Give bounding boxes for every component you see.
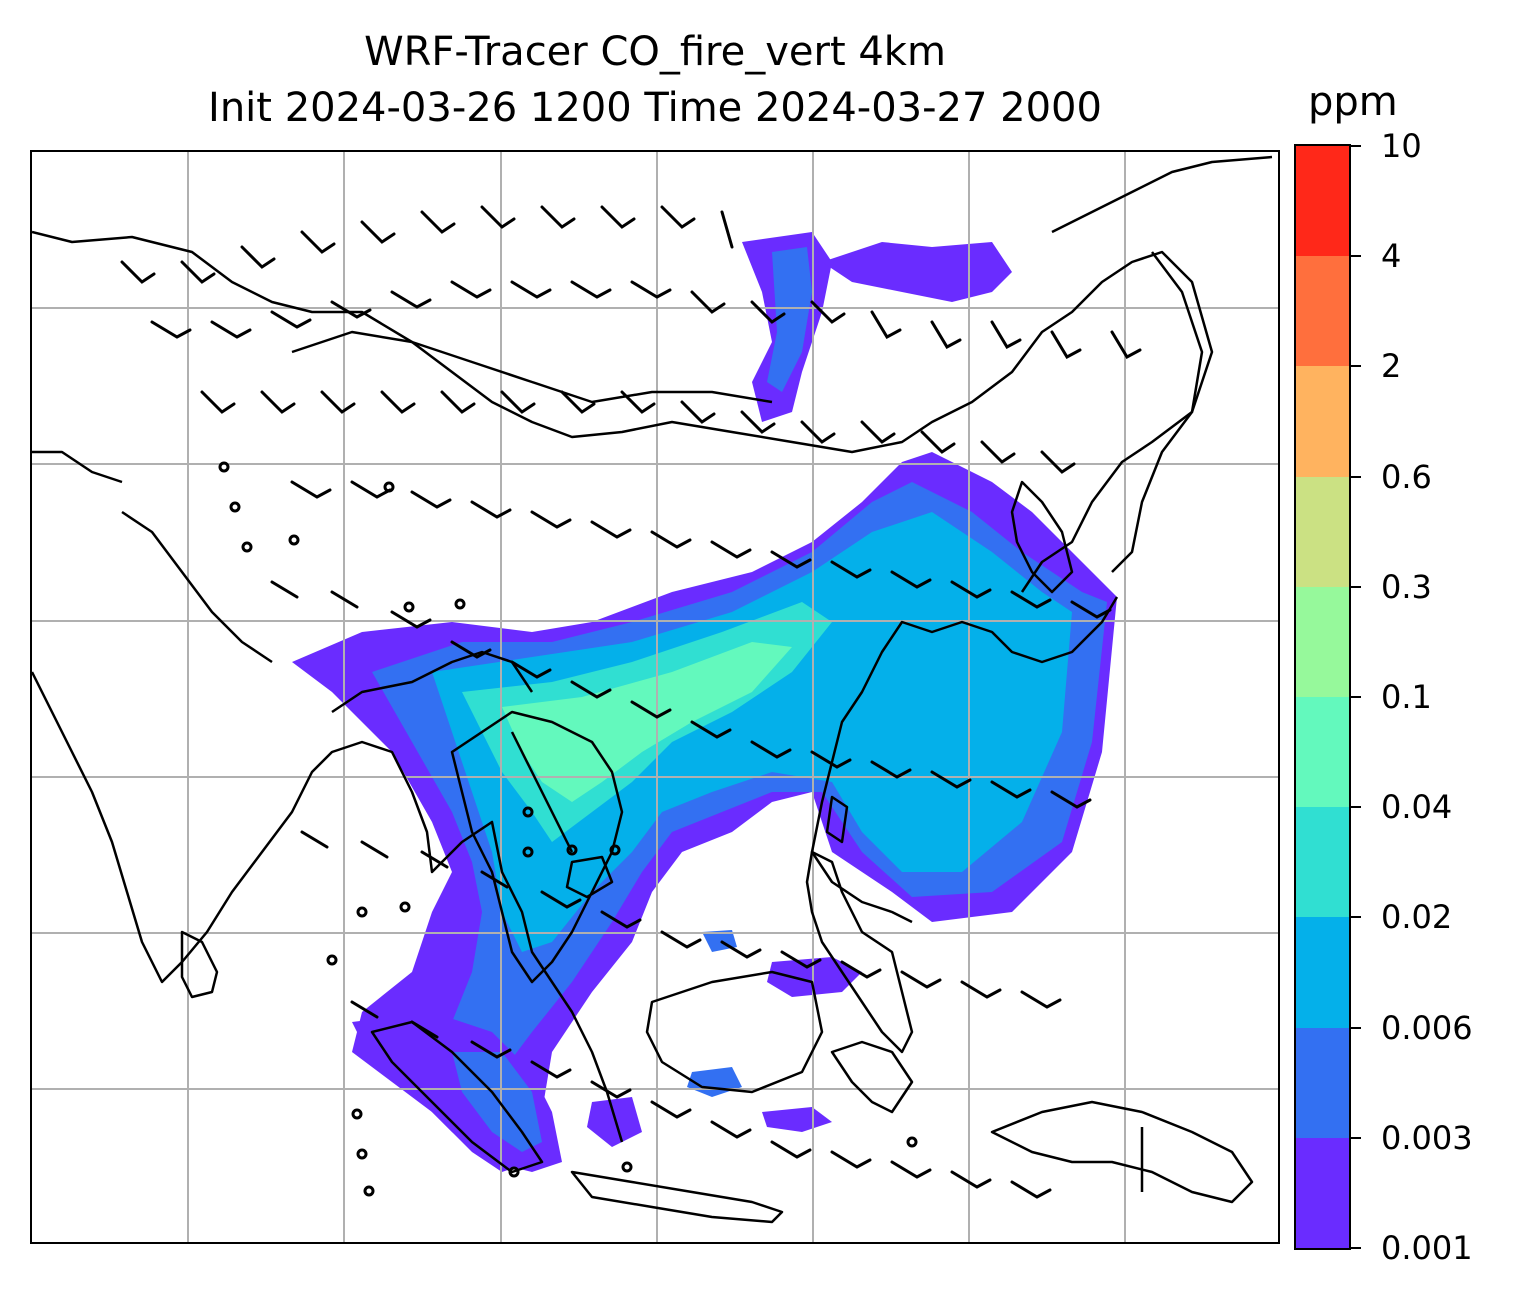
colorbar-tick-mark (1351, 1136, 1361, 1139)
colorbar (1294, 144, 1351, 1250)
plume-north-mid (767, 247, 812, 392)
colorbar-tick-mark (1351, 806, 1361, 809)
philippines (805, 850, 914, 1054)
map-title-line1: WRF-Tracer CO_fire_vert 4km (364, 29, 946, 75)
colorbar-segment (1296, 366, 1349, 477)
plume-ne-low (822, 242, 1012, 302)
colorbar-tick-mark (1351, 1026, 1361, 1029)
colorbar-segment (1296, 256, 1349, 367)
sri-lanka (180, 930, 219, 999)
colorbar-tick-mark (1351, 145, 1361, 147)
colorbar-tick-label: 0.04 (1381, 788, 1453, 827)
colorbar-tick-mark (1351, 475, 1361, 478)
colorbar-tick-label: 0.1 (1381, 678, 1432, 716)
sulawesi (830, 1040, 914, 1114)
colorbar-unit-label: ppm (1308, 79, 1398, 125)
mongolia-border (291, 330, 773, 404)
map-panel (30, 150, 1280, 1244)
wind-barbs (120, 205, 1142, 1199)
colorbar-tick-label: 0.02 (1381, 898, 1453, 937)
korea (1010, 480, 1074, 594)
colorbar-tick-label: 0.006 (1381, 1008, 1473, 1047)
sumatra (370, 1020, 544, 1174)
colorbar-ticks: 0.001 0.003 0.006 0.02 0.04 0.1 0.3 0.6 2 4 10 (1351, 128, 1521, 1266)
plume-island-3 (762, 1107, 832, 1132)
map-title-line2: Init 2024-03-26 1200 Time 2024-03-27 200… (208, 85, 1102, 131)
colorbar-tick-label: 4 (1381, 237, 1402, 276)
inner-border-2 (510, 731, 574, 853)
taiwan (825, 795, 849, 844)
tracer-plume (292, 232, 1117, 1172)
colorbar-segment (1296, 917, 1349, 1028)
colorbar-segment (1296, 1137, 1349, 1248)
colorbar-segment (1296, 1027, 1349, 1138)
inner-border-4 (32, 450, 123, 484)
japan (1111, 251, 1204, 573)
india-coast (32, 671, 624, 1143)
colorbar-segment (1296, 696, 1349, 808)
colorbar-tick-label: 10 (1381, 127, 1422, 165)
colorbar-tick-label: 2 (1381, 347, 1402, 386)
colorbar-tick-mark (1351, 585, 1361, 588)
borneo (645, 970, 824, 1094)
indochina (450, 710, 624, 984)
colorbar-tick-mark (1351, 365, 1361, 368)
colorbar-segment (1296, 807, 1349, 918)
map-canvas (32, 152, 1278, 1242)
new-guinea (990, 1100, 1254, 1204)
colorbar-segment (1296, 476, 1349, 587)
china-east-coast (810, 596, 1119, 924)
hainan (565, 855, 614, 899)
gridlines (32, 152, 1278, 1242)
himalaya-border (32, 230, 1214, 593)
inner-border-3 (121, 510, 273, 664)
russia-coast (1051, 155, 1273, 234)
colorbar-tick-label: 0.3 (1381, 567, 1432, 606)
colorbar-tick-mark (1351, 916, 1361, 919)
colorbar-tick-mark (1351, 1247, 1361, 1249)
colorbar-tick-mark (1351, 255, 1361, 258)
colorbar-tick-label: 0.6 (1381, 457, 1432, 496)
colorbar-tick-label: 0.001 (1381, 1229, 1473, 1267)
java (570, 1170, 784, 1224)
colorbar-segment (1296, 145, 1349, 257)
plume-high (502, 642, 792, 802)
plume-island-4 (587, 1097, 642, 1147)
colorbar-segment (1296, 586, 1349, 697)
calm-wind-markers (218, 461, 918, 1197)
colorbar-tick-label: 0.003 (1381, 1118, 1473, 1157)
colorbar-tick-mark (1351, 696, 1361, 698)
